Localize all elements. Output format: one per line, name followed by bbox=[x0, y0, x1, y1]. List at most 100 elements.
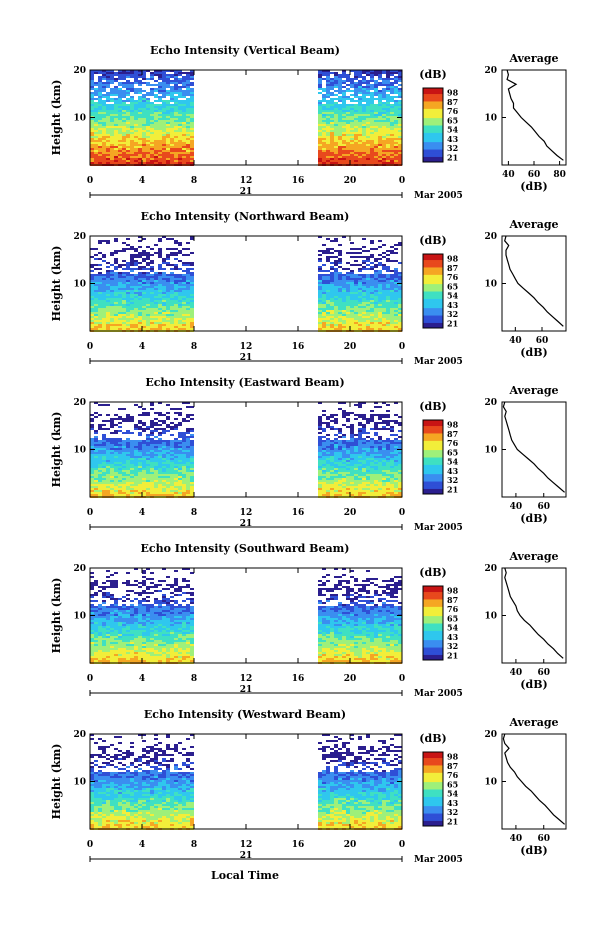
heatmap-cell bbox=[322, 326, 326, 328]
heatmap-cell bbox=[98, 82, 102, 84]
heatmap-cell bbox=[190, 406, 194, 408]
heatmap-cell bbox=[170, 290, 174, 292]
heatmap-cell bbox=[342, 312, 346, 314]
heatmap-cell bbox=[170, 312, 174, 314]
heatmap-cell bbox=[362, 316, 366, 318]
heatmap-cell bbox=[334, 302, 338, 304]
heatmap-cell bbox=[98, 86, 102, 88]
heatmap-cell bbox=[138, 132, 142, 134]
heatmap-cell bbox=[166, 464, 170, 466]
heatmap-cell bbox=[146, 284, 150, 286]
heatmap-cell bbox=[386, 322, 390, 324]
heatmap-cell bbox=[158, 74, 162, 76]
heatmap-cell bbox=[174, 134, 178, 136]
heatmap-cell bbox=[182, 92, 186, 94]
heatmap-cell bbox=[158, 148, 162, 150]
heatmap-cell bbox=[190, 456, 194, 458]
heatmap-cell bbox=[350, 290, 354, 292]
heatmap-cell bbox=[330, 160, 334, 162]
heatmap-cell bbox=[398, 446, 402, 448]
heatmap-cell bbox=[358, 438, 362, 440]
heatmap-cell bbox=[130, 306, 134, 308]
heatmap-cell bbox=[178, 132, 182, 134]
heatmap-cell bbox=[342, 448, 346, 450]
heatmap-cell bbox=[170, 160, 174, 162]
heatmap-cell bbox=[182, 82, 186, 84]
heatmap-cell bbox=[142, 408, 146, 410]
heatmap-cell bbox=[162, 288, 166, 290]
heatmap-cell bbox=[382, 322, 386, 324]
heatmap-cell bbox=[390, 312, 394, 314]
heatmap-cell bbox=[138, 268, 142, 270]
heatmap-cell bbox=[178, 162, 182, 164]
heatmap-cell bbox=[122, 126, 126, 128]
heatmap-cell bbox=[94, 316, 98, 318]
heatmap-cell bbox=[170, 162, 174, 164]
heatmap-cell bbox=[358, 450, 362, 452]
heatmap-cell bbox=[318, 268, 322, 270]
heatmap-cell bbox=[158, 444, 162, 446]
heatmap-cell bbox=[358, 136, 362, 138]
heatmap-cell bbox=[106, 162, 110, 164]
heatmap-cell bbox=[358, 102, 362, 104]
heatmap-cell bbox=[146, 108, 150, 110]
heatmap-cell bbox=[158, 104, 162, 106]
heatmap-cell bbox=[142, 316, 146, 318]
heatmap-cell bbox=[386, 160, 390, 162]
heatmap-cell bbox=[178, 290, 182, 292]
heatmap-cell bbox=[350, 146, 354, 148]
heatmap-cell bbox=[114, 468, 118, 470]
heatmap-cell bbox=[102, 96, 106, 98]
heatmap-cell bbox=[370, 254, 374, 256]
heatmap-cell bbox=[370, 128, 374, 130]
heatmap-cell bbox=[394, 162, 398, 164]
colorbar-tick-label: 43 bbox=[447, 134, 459, 144]
colorbar-tick-label: 21 bbox=[447, 318, 458, 328]
heatmap-cell bbox=[178, 328, 182, 330]
heatmap-cell bbox=[362, 284, 366, 286]
heatmap-cell bbox=[134, 458, 138, 460]
heatmap-cell bbox=[174, 242, 178, 244]
heatmap-cell bbox=[382, 448, 386, 450]
heatmap-cell bbox=[326, 102, 330, 104]
heatmap-cell bbox=[122, 70, 126, 72]
heatmap-cell bbox=[106, 126, 110, 128]
heatmap-cell bbox=[338, 402, 342, 404]
heatmap-cell bbox=[114, 148, 118, 150]
heatmap-cell bbox=[154, 458, 158, 460]
heatmap-cell bbox=[106, 262, 110, 264]
heatmap-cell bbox=[154, 74, 158, 76]
heatmap-cell bbox=[138, 422, 142, 424]
heatmap-cell bbox=[170, 154, 174, 156]
heatmap-cell bbox=[342, 106, 346, 108]
heatmap-cell bbox=[182, 270, 186, 272]
heatmap-cell bbox=[166, 286, 170, 288]
heatmap-cell bbox=[186, 468, 190, 470]
heatmap-cell bbox=[186, 322, 190, 324]
heatmap-cell bbox=[174, 298, 178, 300]
heatmap-cell bbox=[170, 86, 174, 88]
heatmap-cell bbox=[150, 294, 154, 296]
heatmap-cell bbox=[378, 284, 382, 286]
heatmap-cell bbox=[318, 284, 322, 286]
heatmap-cell bbox=[338, 278, 342, 280]
heatmap-cell bbox=[374, 458, 378, 460]
heatmap-cell bbox=[330, 468, 334, 470]
heatmap-cell bbox=[366, 306, 370, 308]
heatmap-cell bbox=[366, 310, 370, 312]
heatmap-cell bbox=[110, 118, 114, 120]
heatmap-cell bbox=[354, 326, 358, 328]
heatmap-cell bbox=[118, 316, 122, 318]
heatmap-cell bbox=[346, 124, 350, 126]
heatmap-cell bbox=[174, 438, 178, 440]
heatmap-cell bbox=[90, 326, 94, 328]
heatmap-cell bbox=[334, 126, 338, 128]
heatmap-cell bbox=[178, 296, 182, 298]
heatmap-cell bbox=[158, 276, 162, 278]
heatmap-cell bbox=[166, 294, 170, 296]
heatmap-cell bbox=[362, 156, 366, 158]
heatmap-cell bbox=[190, 102, 194, 104]
heatmap-cell bbox=[126, 326, 130, 328]
heatmap-cell bbox=[366, 264, 370, 266]
heatmap-cell bbox=[110, 440, 114, 442]
